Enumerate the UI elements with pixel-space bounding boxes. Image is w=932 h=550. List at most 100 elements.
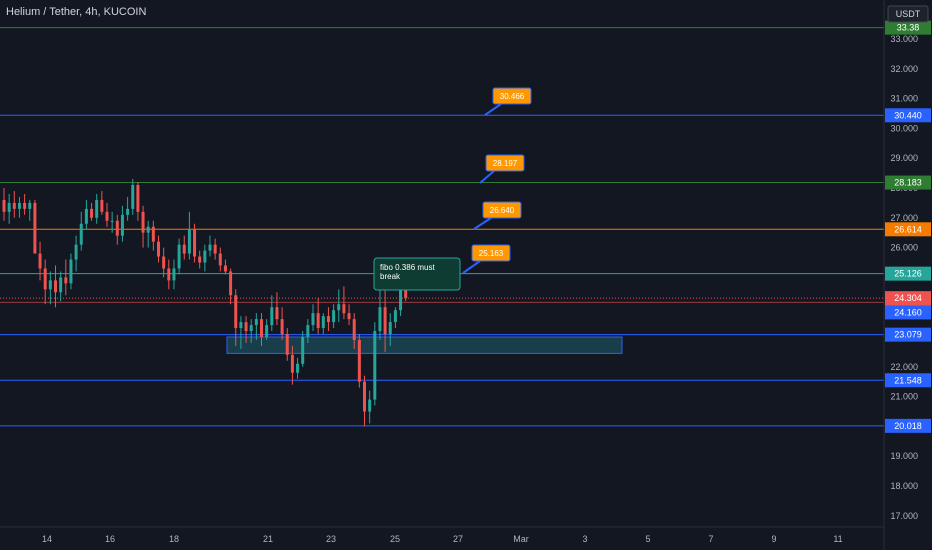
candle-body[interactable] bbox=[208, 244, 212, 251]
candle-body[interactable] bbox=[64, 277, 68, 284]
candle-body[interactable] bbox=[141, 211, 145, 233]
level-badge[interactable] bbox=[885, 327, 931, 342]
candle-body[interactable] bbox=[383, 307, 387, 335]
candle-body[interactable] bbox=[239, 322, 243, 329]
annotation-box[interactable] bbox=[373, 257, 461, 291]
currency-unit-box[interactable] bbox=[887, 5, 929, 23]
level-badge[interactable] bbox=[885, 373, 931, 388]
candle-body[interactable] bbox=[12, 202, 16, 209]
candle-body[interactable] bbox=[120, 214, 124, 236]
candle-body[interactable] bbox=[301, 337, 305, 364]
candle-body[interactable] bbox=[399, 289, 403, 311]
y-tick-label: 29.000 bbox=[890, 153, 918, 163]
support-badge[interactable] bbox=[885, 305, 931, 320]
candle-body[interactable] bbox=[48, 280, 52, 290]
candle-body[interactable] bbox=[59, 277, 63, 293]
level-badge[interactable] bbox=[885, 266, 931, 281]
candle-body[interactable] bbox=[342, 304, 346, 314]
level-badge[interactable] bbox=[885, 20, 931, 35]
candle-body[interactable] bbox=[28, 202, 32, 209]
candle-body[interactable] bbox=[193, 229, 197, 257]
candle-body[interactable] bbox=[316, 313, 320, 329]
level-badge[interactable] bbox=[885, 418, 931, 433]
candle-body[interactable] bbox=[38, 253, 42, 269]
candle-body[interactable] bbox=[54, 280, 57, 293]
candle-body[interactable] bbox=[234, 295, 238, 329]
candle-body[interactable] bbox=[285, 334, 289, 355]
candle-body[interactable] bbox=[198, 256, 202, 263]
callout-box[interactable] bbox=[482, 201, 522, 219]
candle-body[interactable] bbox=[296, 363, 300, 373]
candle-body[interactable] bbox=[115, 220, 119, 236]
candle-body[interactable] bbox=[162, 256, 166, 269]
level-badge[interactable] bbox=[885, 108, 931, 123]
candle-body[interactable] bbox=[69, 259, 73, 284]
candle-body[interactable] bbox=[332, 310, 336, 323]
candle-body[interactable] bbox=[84, 208, 88, 224]
candle-body[interactable] bbox=[378, 307, 382, 332]
candle-body[interactable] bbox=[260, 319, 263, 337]
candle-body[interactable] bbox=[17, 202, 21, 209]
candle-body[interactable] bbox=[187, 229, 191, 254]
candle-body[interactable] bbox=[393, 310, 397, 323]
candle-body[interactable] bbox=[131, 185, 135, 209]
candle-body[interactable] bbox=[172, 268, 176, 281]
candle-body[interactable] bbox=[244, 322, 248, 332]
candle-body[interactable] bbox=[136, 185, 140, 212]
level-badge[interactable] bbox=[885, 222, 931, 237]
candle-body[interactable] bbox=[79, 223, 83, 245]
candle-body[interactable] bbox=[363, 381, 366, 412]
candle-body[interactable] bbox=[249, 325, 253, 332]
candle-body[interactable] bbox=[100, 199, 104, 212]
candle-body[interactable] bbox=[311, 313, 315, 326]
candle-body[interactable] bbox=[265, 325, 269, 337]
candle-body[interactable] bbox=[177, 244, 181, 269]
candle-body[interactable] bbox=[218, 253, 222, 266]
candle-body[interactable] bbox=[326, 316, 330, 323]
candle-body[interactable] bbox=[388, 322, 392, 335]
candle-body[interactable] bbox=[7, 202, 11, 212]
candle-body[interactable] bbox=[223, 265, 227, 272]
candle-body[interactable] bbox=[213, 244, 217, 254]
candle-body[interactable] bbox=[2, 199, 6, 212]
candle-body[interactable] bbox=[404, 289, 408, 299]
candle-body[interactable] bbox=[43, 268, 47, 290]
candle-body[interactable] bbox=[229, 271, 233, 296]
candle-body[interactable] bbox=[126, 208, 130, 215]
candle-body[interactable] bbox=[146, 226, 150, 233]
candle-body[interactable] bbox=[33, 202, 37, 254]
candle-body[interactable] bbox=[157, 241, 160, 257]
candle-body[interactable] bbox=[182, 244, 186, 254]
candle-body[interactable] bbox=[110, 220, 114, 222]
candle-body[interactable] bbox=[105, 211, 109, 221]
candle-body[interactable] bbox=[290, 354, 294, 373]
candle-body[interactable] bbox=[352, 319, 356, 340]
candle-body[interactable] bbox=[270, 307, 274, 326]
candle-body[interactable] bbox=[151, 226, 155, 242]
candle-body[interactable] bbox=[254, 319, 258, 326]
candle-body[interactable] bbox=[203, 250, 207, 263]
candle-body[interactable] bbox=[321, 316, 325, 329]
candle-body[interactable] bbox=[167, 268, 171, 281]
candle-body[interactable] bbox=[275, 307, 279, 320]
candle-body[interactable] bbox=[90, 208, 94, 218]
candle-body[interactable] bbox=[357, 339, 361, 382]
candle-body[interactable] bbox=[373, 331, 377, 400]
candle-body[interactable] bbox=[368, 399, 372, 412]
candle-body[interactable] bbox=[23, 202, 27, 209]
callout-box[interactable] bbox=[492, 87, 532, 105]
candle-body[interactable] bbox=[280, 319, 284, 335]
callout-arrow bbox=[462, 260, 481, 274]
demand-zone[interactable] bbox=[226, 336, 623, 354]
candle-body[interactable] bbox=[347, 313, 351, 320]
callout-box[interactable] bbox=[485, 154, 525, 172]
candle-body[interactable] bbox=[306, 325, 310, 337]
candle-body[interactable] bbox=[337, 304, 341, 311]
level-badge[interactable] bbox=[885, 175, 931, 190]
chart-title[interactable]: Helium / Tether, 4h, KUCOIN bbox=[6, 6, 147, 18]
candle-body[interactable] bbox=[95, 199, 99, 218]
candle-body[interactable] bbox=[74, 244, 78, 260]
callout-box[interactable] bbox=[471, 244, 511, 262]
y-tick-label: 21.000 bbox=[890, 392, 918, 402]
